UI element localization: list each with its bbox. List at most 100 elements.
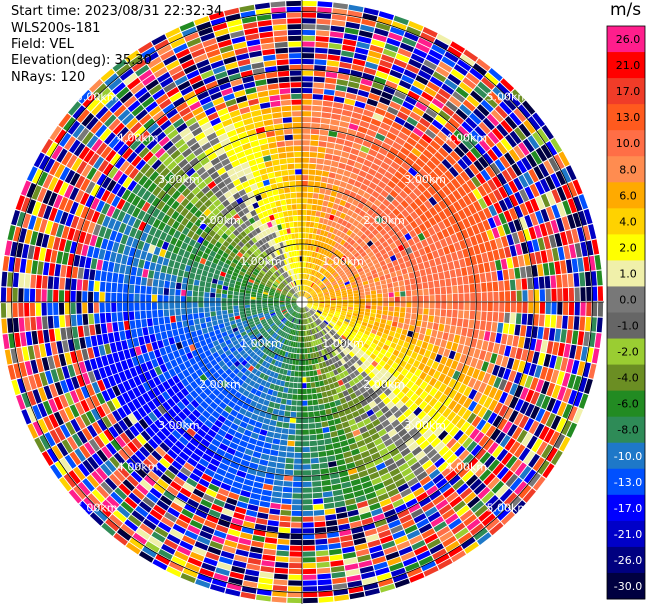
radar-gate <box>203 557 218 567</box>
radar-gate <box>99 313 106 324</box>
radar-gate <box>477 486 491 500</box>
radar-gate <box>461 327 468 337</box>
radar-gate <box>288 308 293 312</box>
radar-gate <box>403 273 409 280</box>
radar-gate <box>519 401 530 415</box>
radar-gate <box>166 533 181 545</box>
radar-gate <box>348 515 361 523</box>
radar-gate <box>368 182 377 190</box>
radar-gate <box>346 574 361 582</box>
radar-gate <box>148 411 158 423</box>
radar-gate <box>242 352 249 359</box>
radar-gate <box>127 441 138 453</box>
radar-gate <box>192 291 198 297</box>
radar-gate <box>351 64 364 72</box>
radar-gate <box>463 397 473 409</box>
radar-gate <box>306 305 311 309</box>
radar-gate <box>442 263 449 272</box>
radar-gate <box>53 289 59 302</box>
radar-gate <box>483 455 496 468</box>
radar-gate <box>578 194 588 210</box>
radar-gate <box>358 285 364 290</box>
radar-gate <box>339 372 346 379</box>
radar-gate <box>101 402 111 415</box>
radar-gate <box>349 172 358 180</box>
radar-gate <box>366 441 376 450</box>
radar-gate <box>460 54 475 67</box>
radar-gate <box>307 297 312 300</box>
radar-gate <box>352 270 358 276</box>
radar-gate <box>278 451 287 458</box>
radar-gate <box>550 369 560 384</box>
radar-gate <box>524 186 535 200</box>
radar-gate <box>448 117 461 129</box>
radar-gate <box>306 268 309 274</box>
radar-gate <box>354 299 360 302</box>
radar-gate <box>336 295 342 299</box>
radar-gate <box>370 143 381 152</box>
radar-gate <box>349 239 356 246</box>
radar-gate <box>446 225 455 236</box>
radar-gate <box>388 292 394 298</box>
radar-gate <box>394 171 404 180</box>
radar-gate <box>565 165 577 181</box>
radar-gate <box>299 342 302 348</box>
radar-gate <box>423 288 429 296</box>
radar-gate <box>68 489 82 504</box>
radar-gate <box>329 260 335 266</box>
radar-gate <box>551 189 562 204</box>
radar-gate <box>529 212 539 226</box>
radar-gate <box>333 285 340 290</box>
radar-gate <box>315 279 320 284</box>
radar-gate <box>386 262 394 269</box>
radar-gate <box>448 378 457 389</box>
radar-gate <box>451 252 459 261</box>
radar-gate <box>234 312 240 317</box>
radar-gate <box>492 86 506 100</box>
radar-gate <box>412 106 425 117</box>
radar-gate <box>332 155 341 162</box>
radar-gate <box>408 441 419 452</box>
radar-gate <box>273 372 279 379</box>
radar-gate <box>428 281 434 289</box>
radar-gate <box>198 297 204 302</box>
radar-gate <box>378 236 386 244</box>
radar-gate <box>311 388 317 394</box>
radar-gate <box>292 394 298 400</box>
radar-gate <box>312 305 318 308</box>
radar-gate <box>172 404 182 415</box>
radar-gate <box>377 493 389 502</box>
radar-gate <box>515 347 523 360</box>
radar-gate <box>535 196 545 210</box>
radar-gate <box>82 302 88 314</box>
radar-gate <box>311 322 315 328</box>
radar-gate <box>313 76 325 83</box>
radar-gate <box>120 501 134 514</box>
radar-gate <box>496 82 511 96</box>
radar-gate <box>360 336 367 343</box>
radar-gate <box>314 287 320 291</box>
radar-gate <box>332 271 338 277</box>
radar-gate <box>204 287 211 293</box>
radar-gate <box>346 504 358 512</box>
radar-gate <box>309 227 314 234</box>
radar-gate <box>333 242 340 249</box>
radar-gate <box>414 326 421 333</box>
radar-gate <box>302 371 306 377</box>
radar-gate <box>257 416 265 423</box>
radar-gate <box>315 41 329 48</box>
radar-gate <box>341 402 349 410</box>
radar-gate <box>352 429 361 437</box>
radar-gate <box>352 410 360 418</box>
radar-gate <box>370 163 380 171</box>
radar-gate <box>325 299 331 301</box>
radar-gate <box>323 309 329 312</box>
radar-gate <box>557 246 565 261</box>
radar-gate <box>309 317 313 323</box>
radar-gate <box>305 233 309 239</box>
radar-gate <box>317 281 322 286</box>
radar-gate <box>319 297 325 300</box>
radar-gate <box>41 289 47 302</box>
radar-gate <box>491 322 498 332</box>
radar-gate <box>508 323 515 335</box>
